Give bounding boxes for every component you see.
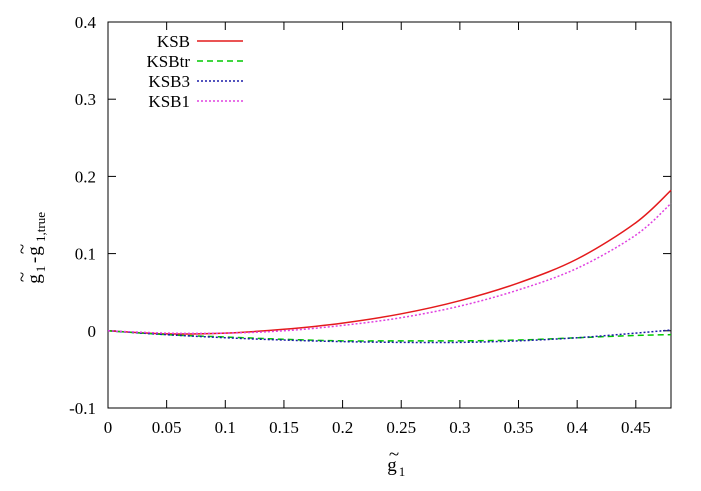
y-tick-label: 0.3 [75,90,96,109]
series-line-ksb1 [107,202,672,335]
series-line-ksb [107,189,672,335]
y-axis-label-base-2: g [24,246,45,256]
x-tick-label: 0.35 [504,418,534,437]
y-axis-label-sub-2: 1,true [33,212,48,242]
y-axis-label-accent-1: ~ [12,272,33,282]
y-axis-label-sub-1: 1 [33,266,48,273]
y-tick-label: 0.2 [75,167,96,186]
x-ticks: 0 0.05 0.1 0.15 0.2 0.25 0.3 0.35 0.4 0.45 [104,22,651,437]
y-axis-label-minus: - [24,257,45,263]
y-axis-label-accent-2: ~ [12,244,33,254]
x-tick-label: 0.3 [449,418,470,437]
series-lines [107,189,672,344]
y-tick-label: 0.4 [75,13,97,32]
x-tick-label: 0.15 [269,418,299,437]
x-tick-label: 0.05 [152,418,182,437]
x-axis-label-sub: 1 [399,464,406,479]
legend-label-ksb3: KSB3 [148,72,190,91]
legend-label-ksb: KSB [157,32,190,51]
series-line-ksb3 [107,329,672,344]
x-axis-label-accent: ~ [389,444,399,465]
x-tick-label: 0.4 [567,418,589,437]
legend-label-ksbtr: KSBtr [147,52,191,71]
y-tick-label: 0.1 [75,245,96,264]
axes [107,21,672,409]
x-axis-label: ~ g 1 [387,444,405,479]
plot-frame [107,21,672,409]
x-tick-label: 0.1 [215,418,236,437]
y-axis-label-base-1: g [24,274,45,284]
y-tick-label: -0.1 [69,399,96,418]
y-ticks: -0.1 0 0.1 0.2 0.3 0.4 [69,13,671,418]
x-axis-label-base: g [387,455,397,476]
x-tick-label: 0.2 [332,418,353,437]
x-tick-label: 0.25 [386,418,416,437]
legend-label-ksb1: KSB1 [148,92,190,111]
y-axis-label: ~ g 1 - ~ g 1,true [12,212,48,284]
x-tick-label: 0 [104,418,113,437]
y-tick-label: 0 [88,322,97,341]
x-tick-label: 0.45 [621,418,651,437]
